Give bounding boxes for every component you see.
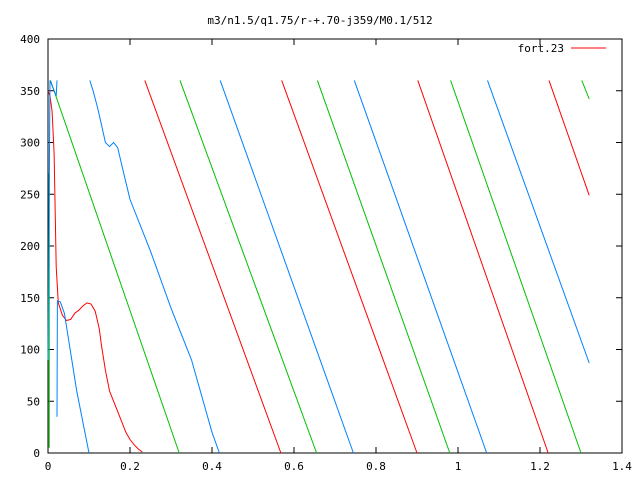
x-tick-label: 0.6	[284, 460, 304, 473]
series-line	[47, 90, 143, 453]
series-line	[450, 80, 582, 454]
series-line	[50, 80, 180, 454]
x-tick-label: 1.2	[530, 460, 550, 473]
series-line	[47, 80, 58, 360]
x-tick-label: 0.2	[120, 460, 140, 473]
plot-frame	[47, 38, 623, 454]
x-tick-label: 0	[45, 460, 52, 473]
y-tick-label: 0	[33, 447, 40, 460]
legend: fort.23	[518, 42, 606, 55]
x-tick-label: 0.4	[202, 460, 222, 473]
series-line	[353, 80, 488, 454]
chart-title: m3/n1.5/q1.75/r-+.70-j359/M0.1/512	[207, 14, 432, 27]
series-line	[281, 80, 418, 454]
x-tick-label: 1.4	[612, 460, 632, 473]
y-tick-label: 150	[20, 292, 40, 305]
y-tick-label: 400	[20, 33, 40, 46]
series-line	[144, 80, 282, 454]
series-line	[219, 80, 354, 454]
y-tick-label: 50	[27, 395, 40, 408]
y-tick-label: 350	[20, 85, 40, 98]
series-line	[417, 80, 549, 454]
series-1	[48, 80, 590, 454]
series-2	[47, 80, 590, 454]
series-line	[548, 80, 590, 196]
series-line	[487, 80, 590, 364]
series-line	[581, 80, 590, 100]
y-tick-label: 200	[20, 240, 40, 253]
y-tick-label: 250	[20, 188, 40, 201]
legend-label: fort.23	[518, 42, 564, 55]
axis-ticks: 0 0.2 0.4 0.6 0.8 1 1.2 1.4 0 50 100 150 200 250 300 35…	[20, 33, 632, 473]
x-tick-label: 0.8	[366, 460, 386, 473]
series-0	[47, 80, 590, 454]
y-tick-label: 100	[20, 344, 40, 357]
series-line	[89, 80, 220, 454]
series-line	[179, 80, 318, 454]
series-layer	[47, 80, 590, 454]
series-line	[56, 300, 90, 454]
x-tick-label: 1	[455, 460, 462, 473]
series-line	[316, 80, 451, 454]
y-tick-label: 300	[20, 137, 40, 150]
